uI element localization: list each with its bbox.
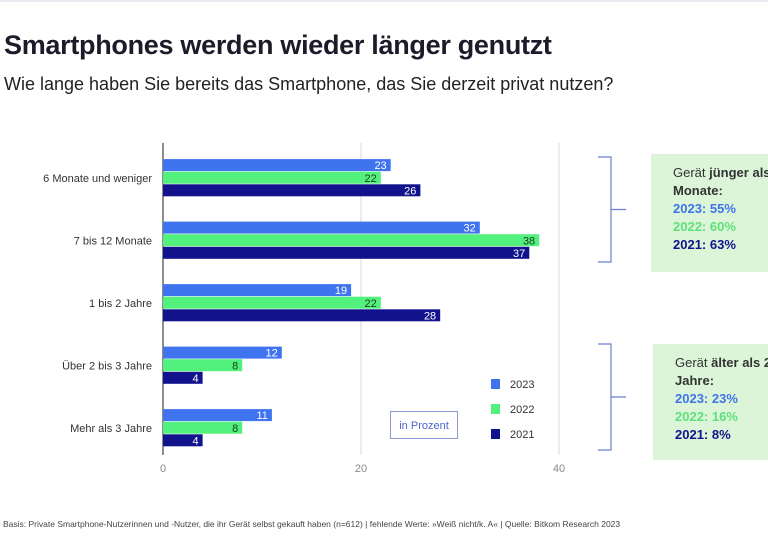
bar-value-label: 22 bbox=[365, 173, 377, 185]
annotation-prefix: Gerät bbox=[675, 355, 712, 370]
category-label: Mehr als 3 Jahre bbox=[70, 423, 152, 435]
bar-2022 bbox=[163, 234, 540, 247]
annotation-bold: jünger als 12 Monate: bbox=[673, 165, 768, 198]
legend-label: 2023 bbox=[510, 379, 534, 391]
footer-note: Basis: Private Smartphone-Nutzerinnen un… bbox=[3, 519, 621, 529]
bracket bbox=[598, 343, 626, 451]
legend-swatch-2022 bbox=[491, 404, 500, 414]
bar-value-label: 32 bbox=[464, 223, 476, 235]
chart-subtitle: Wie lange haben Sie bereits das Smartpho… bbox=[4, 74, 614, 94]
category-label: 6 Monate und weniger bbox=[43, 173, 152, 185]
bar-2021 bbox=[163, 184, 421, 197]
category-label: Über 2 bis 3 Jahre bbox=[62, 361, 152, 373]
legend-swatch-2021 bbox=[491, 429, 500, 439]
legend-label: 2021 bbox=[510, 429, 534, 441]
bar-value-label: 28 bbox=[424, 310, 436, 322]
annotation-prefix: Gerät bbox=[673, 165, 710, 180]
annotation-2021: 2021: 8% bbox=[675, 427, 731, 442]
bar-2022 bbox=[163, 421, 243, 434]
bar-value-label: 12 bbox=[266, 348, 278, 360]
bar-value-label: 38 bbox=[523, 235, 535, 247]
annotation-2022: 2022: 16% bbox=[675, 409, 738, 424]
bar-2023 bbox=[163, 284, 352, 297]
category-label: 7 bis 12 Monate bbox=[74, 236, 152, 248]
bar-2022 bbox=[163, 296, 381, 309]
bar-value-label: 22 bbox=[365, 298, 377, 310]
bar-value-label: 4 bbox=[192, 373, 198, 385]
bar-2023 bbox=[163, 409, 272, 422]
x-tick-label: 40 bbox=[553, 463, 565, 475]
bar-value-label: 19 bbox=[335, 285, 347, 297]
x-tick-label: 20 bbox=[355, 463, 367, 475]
category-label: 1 bis 2 Jahre bbox=[89, 298, 152, 310]
bar-value-label: 8 bbox=[232, 360, 238, 372]
bar-2021 bbox=[163, 434, 203, 447]
bar-value-label: 8 bbox=[232, 423, 238, 435]
annotation-2021: 2021: 63% bbox=[673, 237, 736, 252]
bar-2021 bbox=[163, 309, 441, 322]
legend-swatch-2023 bbox=[491, 379, 500, 389]
bar-2022 bbox=[163, 171, 381, 184]
annotation-2022: 2022: 60% bbox=[673, 219, 736, 234]
chart-title: Smartphones werden wieder länger genutzt bbox=[4, 30, 552, 60]
x-tick-label: 0 bbox=[160, 463, 166, 475]
bar-2021 bbox=[163, 371, 203, 384]
top-divider bbox=[0, 0, 768, 2]
bar-value-label: 11 bbox=[256, 410, 267, 422]
annotation-box-young: Gerät jünger als 12 Monate: 2023: 55% 20… bbox=[651, 154, 768, 272]
bracket bbox=[598, 156, 626, 263]
bar-value-label: 4 bbox=[192, 435, 198, 447]
annotation-box-old: Gerät älter als 2 Jahre: 2023: 23% 2022:… bbox=[653, 344, 768, 460]
bar-value-label: 23 bbox=[374, 160, 386, 172]
annotation-2023: 2023: 55% bbox=[673, 201, 736, 216]
annotation-bold: älter als 2 Jahre: bbox=[675, 355, 768, 388]
annotation-2023: 2023: 23% bbox=[675, 391, 738, 406]
legend-label: 2022 bbox=[510, 404, 534, 416]
bar-value-label: 26 bbox=[404, 185, 416, 197]
bar-2021 bbox=[163, 246, 530, 259]
unit-label: in Prozent bbox=[390, 411, 458, 439]
bar-value-label: 37 bbox=[513, 248, 525, 260]
bar-2023 bbox=[163, 159, 391, 172]
bar-2023 bbox=[163, 221, 480, 234]
bar-2022 bbox=[163, 359, 243, 372]
bar-2023 bbox=[163, 346, 282, 359]
